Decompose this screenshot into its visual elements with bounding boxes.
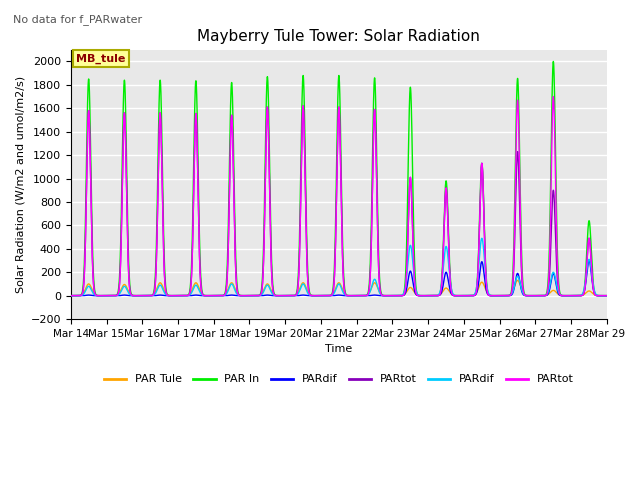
X-axis label: Time: Time	[325, 344, 353, 354]
Title: Mayberry Tule Tower: Solar Radiation: Mayberry Tule Tower: Solar Radiation	[197, 29, 480, 44]
Text: MB_tule: MB_tule	[76, 54, 125, 64]
Legend: PAR Tule, PAR In, PARdif, PARtot, PARdif, PARtot: PAR Tule, PAR In, PARdif, PARtot, PARdif…	[100, 370, 578, 389]
Y-axis label: Solar Radiation (W/m2 and umol/m2/s): Solar Radiation (W/m2 and umol/m2/s)	[15, 76, 25, 293]
Text: No data for f_PARwater: No data for f_PARwater	[13, 14, 142, 25]
